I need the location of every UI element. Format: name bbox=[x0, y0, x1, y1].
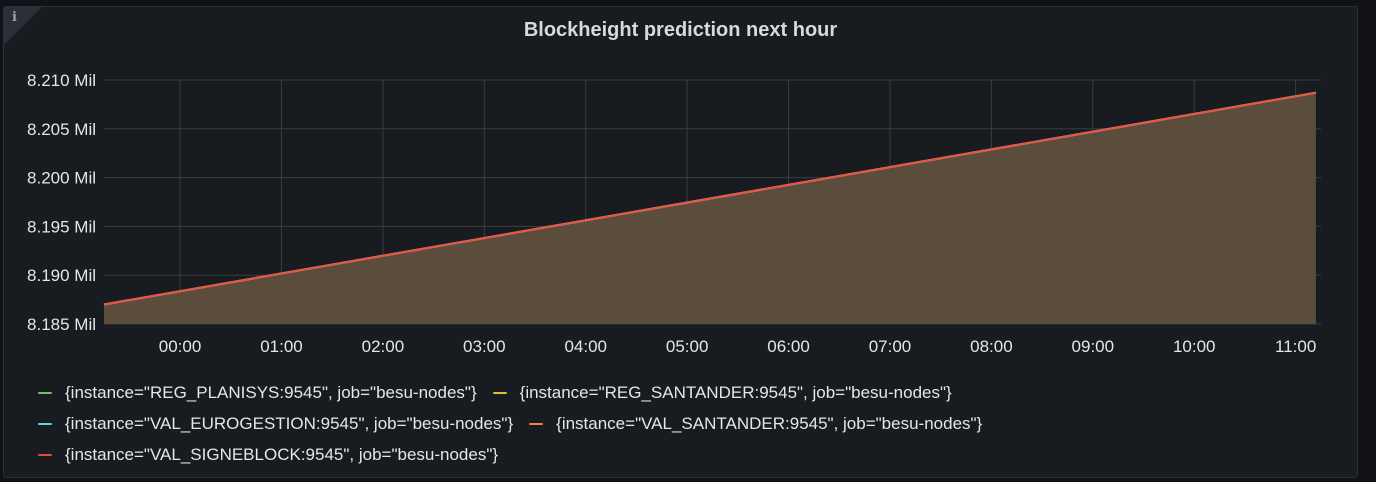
y-tick-label: 8.195 Mil bbox=[27, 217, 96, 236]
area-fill-shape bbox=[104, 92, 1316, 324]
legend-label: {instance="REG_PLANISYS:9545", job="besu… bbox=[65, 382, 477, 402]
legend: {instance="REG_PLANISYS:9545", job="besu… bbox=[38, 377, 1338, 470]
y-tick-label: 8.185 Mil bbox=[27, 315, 96, 334]
panel-title[interactable]: Blockheight prediction next hour bbox=[523, 19, 838, 41]
area-fill bbox=[104, 92, 1316, 324]
legend-item[interactable]: {instance="VAL_EUROGESTION:9545", job="b… bbox=[38, 414, 513, 434]
x-tick-label: 03:00 bbox=[463, 337, 506, 356]
y-tick-label: 8.190 Mil bbox=[27, 266, 96, 285]
y-axis-ticks: 8.185 Mil 8.190 Mil 8.195 Mil 8.200 Mil 8.20… bbox=[27, 71, 96, 334]
legend-swatch bbox=[529, 422, 544, 425]
legend-swatch bbox=[38, 391, 52, 394]
y-tick-label: 8.210 Mil bbox=[27, 71, 96, 90]
series-lines bbox=[103, 91, 1317, 306]
chart-plot: 8.185 Mil 8.190 Mil 8.195 Mil 8.200 Mil 8.20… bbox=[27, 71, 1321, 356]
x-tick-label: 02:00 bbox=[362, 337, 405, 356]
legend-swatch bbox=[38, 453, 52, 456]
y-tick-label: 8.200 Mil bbox=[27, 169, 96, 188]
graph-panel: i Blockheight prediction next hour 8.185… bbox=[3, 6, 1358, 478]
legend-item[interactable]: {instance="VAL_SIGNEBLOCK:9545", job="be… bbox=[38, 445, 498, 465]
legend-row: {instance="REG_PLANISYS:9545", job="besu… bbox=[38, 377, 1338, 408]
x-tick-label: 11:00 bbox=[1275, 337, 1316, 356]
x-tick-label: 05:00 bbox=[666, 337, 709, 356]
x-tick-label: 04:00 bbox=[564, 337, 607, 356]
legend-label: {instance="REG_SANTANDER:9545", job="bes… bbox=[519, 382, 952, 402]
legend-item[interactable]: {instance="VAL_SANTANDER:9545", job="bes… bbox=[529, 414, 982, 434]
x-axis-ticks: 00:00 01:00 02:00 03:00 04:00 05:00 06:00 07:00… bbox=[159, 337, 1316, 356]
x-tick-label: 08:00 bbox=[970, 337, 1013, 356]
y-tick-label: 8.205 Mil bbox=[27, 120, 96, 139]
x-tick-label: 09:00 bbox=[1072, 337, 1115, 356]
legend-label: {instance="VAL_SANTANDER:9545", job="bes… bbox=[556, 413, 983, 433]
series-line[interactable] bbox=[103, 91, 1317, 306]
x-tick-label: 07:00 bbox=[869, 337, 912, 356]
info-corner[interactable] bbox=[4, 7, 42, 45]
x-tick-label: 06:00 bbox=[767, 337, 810, 356]
x-tick-label: 00:00 bbox=[159, 337, 202, 356]
legend-item[interactable]: {instance="REG_PLANISYS:9545", job="besu… bbox=[38, 383, 477, 403]
legend-swatch bbox=[492, 391, 507, 394]
legend-row: {instance="VAL_SIGNEBLOCK:9545", job="be… bbox=[38, 439, 1338, 470]
legend-row: {instance="VAL_EUROGESTION:9545", job="b… bbox=[38, 408, 1338, 439]
legend-swatch bbox=[38, 422, 52, 425]
info-icon[interactable]: i bbox=[12, 10, 17, 25]
legend-label: {instance="VAL_EUROGESTION:9545", job="b… bbox=[65, 413, 514, 433]
x-tick-label: 10:00 bbox=[1173, 337, 1216, 356]
legend-item[interactable]: {instance="REG_SANTANDER:9545", job="bes… bbox=[492, 382, 952, 403]
x-tick-label: 01:00 bbox=[260, 337, 303, 356]
legend-label: {instance="VAL_SIGNEBLOCK:9545", job="be… bbox=[65, 444, 499, 464]
